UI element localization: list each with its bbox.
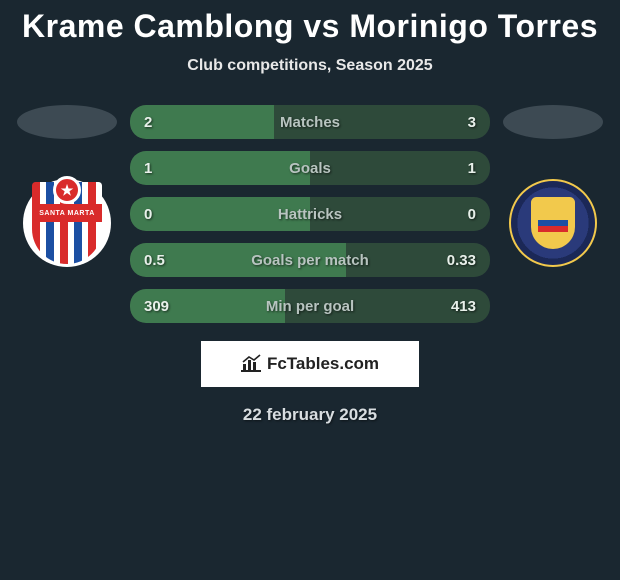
stat-value-left: 1 [144, 160, 152, 177]
stat-bar: 309 Min per goal 413 [130, 289, 490, 323]
stat-value-left: 2 [144, 114, 152, 131]
stat-value-left: 0.5 [144, 252, 165, 269]
stat-label: Goals [289, 160, 331, 177]
stat-value-right: 0 [468, 206, 476, 223]
stat-bar: 1 Goals 1 [130, 151, 490, 185]
main-row: ★ SANTA MARTA 2 Matches 3 1 Goals 1 0 Hattricks… [0, 105, 620, 323]
stat-value-right: 3 [468, 114, 476, 131]
stat-value-left: 309 [144, 298, 169, 315]
crest-shield [531, 197, 575, 249]
brand-badge: FcTables.com [201, 341, 419, 387]
stat-fill-left [130, 151, 310, 185]
date-text: 22 february 2025 [0, 405, 620, 425]
stat-bar: 2 Matches 3 [130, 105, 490, 139]
page-subtitle: Club competitions, Season 2025 [0, 57, 620, 75]
brand-text: FcTables.com [267, 354, 379, 374]
stat-value-right: 1 [468, 160, 476, 177]
stat-value-left: 0 [144, 206, 152, 223]
chart-icon [241, 354, 261, 375]
stats-column: 2 Matches 3 1 Goals 1 0 Hattricks 0 0.5 Goals per … [130, 105, 490, 323]
stat-label: Goals per match [251, 252, 369, 269]
right-player-column [498, 105, 608, 267]
stat-value-right: 413 [451, 298, 476, 315]
crest-shield: ★ SANTA MARTA [32, 182, 102, 264]
stat-bar: 0 Hattricks 0 [130, 197, 490, 231]
left-player-photo-placeholder [17, 105, 117, 139]
stat-label: Min per goal [266, 298, 354, 315]
right-club-crest [509, 179, 597, 267]
stat-label: Matches [280, 114, 340, 131]
right-player-photo-placeholder [503, 105, 603, 139]
crest-band-text: SANTA MARTA [32, 204, 102, 222]
stat-label: Hattricks [278, 206, 342, 223]
flag-icon [538, 214, 568, 232]
star-icon: ★ [53, 176, 81, 204]
infographic-root: Krame Camblong vs Morinigo Torres Club c… [0, 0, 620, 425]
stat-bar: 0.5 Goals per match 0.33 [130, 243, 490, 277]
left-club-crest: ★ SANTA MARTA [23, 179, 111, 267]
page-title: Krame Camblong vs Morinigo Torres [0, 8, 620, 45]
left-player-column: ★ SANTA MARTA [12, 105, 122, 267]
stat-value-right: 0.33 [447, 252, 476, 269]
